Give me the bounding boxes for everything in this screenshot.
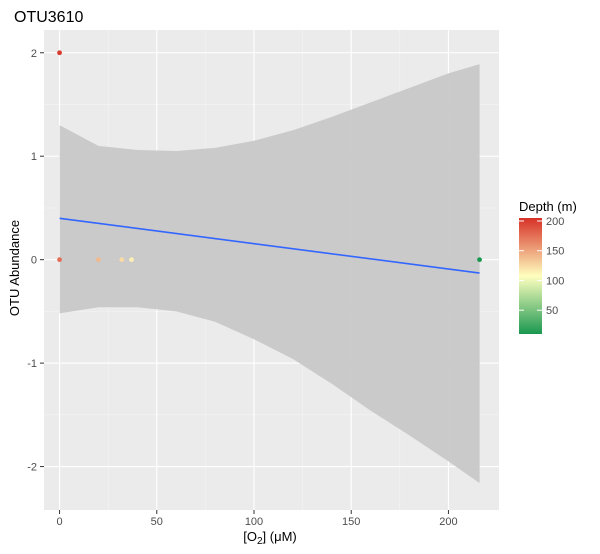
data-point: [57, 50, 62, 56]
data-point: [96, 257, 101, 263]
fit-line: [59, 217, 480, 274]
x-tick-label: 200: [439, 516, 457, 528]
x-tick-label: 100: [245, 516, 263, 528]
legend-title: Depth (m): [519, 199, 577, 214]
chart-title: OTU3610: [14, 9, 83, 26]
legend-tick-label: 150: [546, 246, 564, 258]
y-tick-label: -2: [27, 462, 37, 474]
y-axis-title: OTU Abundance: [7, 220, 22, 316]
x-axis-title-sub: 2: [257, 536, 263, 547]
legend-tick-label: 50: [546, 305, 558, 317]
x-tick-label: 0: [56, 516, 62, 528]
data-point: [477, 257, 482, 263]
y-tick-label: 1: [31, 151, 37, 163]
y-tick-label: 0: [31, 255, 37, 267]
y-tick-label: 2: [31, 48, 37, 60]
x-axis-title: [O2] (μM): [243, 529, 297, 547]
legend: Depth (m) 50 100 150 200: [519, 199, 577, 334]
x-tick-label: 50: [151, 516, 163, 528]
data-points: [57, 50, 482, 263]
data-point: [119, 257, 125, 263]
data-point: [129, 257, 134, 263]
y-axis-ticks: -2 -1 0 1 2: [27, 48, 44, 474]
x-axis-ticks: 0 50 100 150 200: [56, 510, 458, 528]
legend-ticks: 50 100 150 200: [519, 216, 564, 317]
x-axis-title-rest: ] (μM): [263, 529, 297, 544]
legend-tick-label: 200: [546, 216, 564, 228]
x-tick-label: 150: [342, 516, 360, 528]
data-point: [57, 257, 62, 263]
x-axis-title-base: [O: [243, 529, 257, 544]
confidence-band: [59, 64, 480, 484]
legend-colorbar: [519, 218, 542, 334]
y-tick-label: -1: [27, 358, 37, 370]
legend-tick-label: 100: [546, 275, 564, 287]
